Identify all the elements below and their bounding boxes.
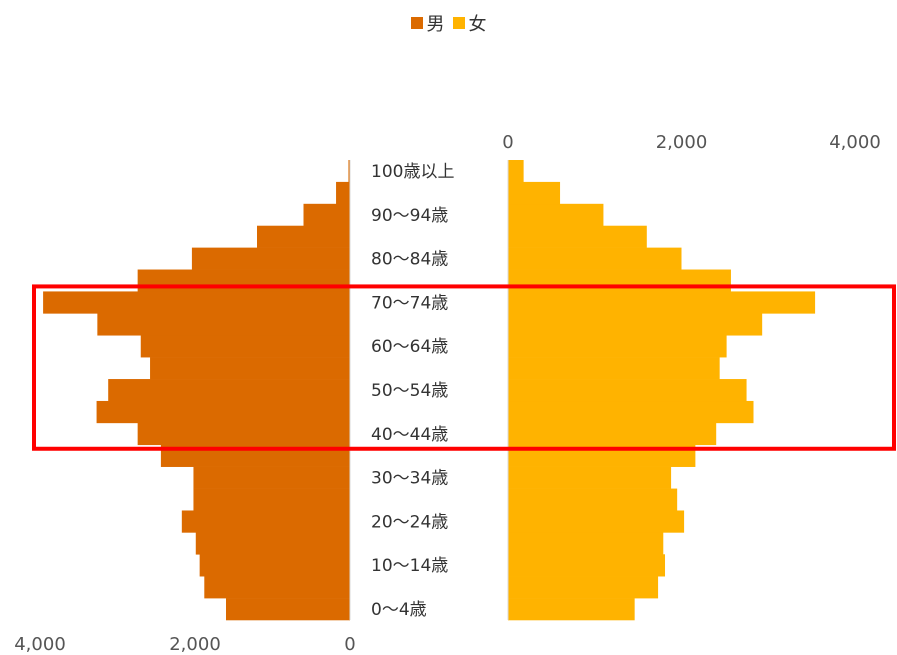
category-label-5: 50〜54歳 bbox=[371, 381, 448, 401]
bar-female-10 bbox=[508, 379, 747, 402]
bar-female-17 bbox=[508, 225, 647, 248]
bar-female-13 bbox=[508, 313, 763, 336]
bar-female-16 bbox=[508, 247, 682, 270]
bar-female-14 bbox=[508, 291, 816, 314]
male-axis-tick-2: 0 bbox=[344, 634, 355, 655]
bar-male-16 bbox=[191, 247, 350, 270]
legend-male-swatch bbox=[410, 17, 423, 29]
category-label-1: 10〜14歳 bbox=[371, 556, 448, 576]
male-axis-tick-1: 2,000 bbox=[169, 634, 221, 655]
bar-female-6 bbox=[508, 466, 672, 489]
bar-male-17 bbox=[257, 225, 350, 248]
bar-female-2 bbox=[508, 554, 666, 577]
bar-female-5 bbox=[508, 488, 678, 511]
female-axis-tick-0: 0 bbox=[502, 132, 513, 153]
bar-male-2 bbox=[199, 554, 350, 577]
bar-male-8 bbox=[137, 422, 350, 446]
bar-male-5 bbox=[193, 488, 350, 511]
bar-male-11 bbox=[150, 357, 350, 380]
female-axis-tick-1: 2,000 bbox=[656, 132, 708, 153]
bar-male-6 bbox=[193, 466, 350, 489]
legend-female-swatch bbox=[452, 17, 465, 29]
legend-male-label: 男 bbox=[426, 14, 445, 35]
legend-male: 男 bbox=[410, 10, 445, 36]
bar-male-4 bbox=[181, 510, 350, 533]
bar-female-1 bbox=[508, 576, 659, 599]
bar-female-8 bbox=[508, 422, 717, 446]
bar-male-18 bbox=[303, 203, 350, 227]
bar-male-0 bbox=[226, 598, 350, 621]
bar-male-12 bbox=[140, 335, 350, 358]
category-label-3: 30〜34歳 bbox=[371, 469, 448, 489]
category-label-2: 20〜24歳 bbox=[371, 512, 448, 532]
bar-male-1 bbox=[204, 576, 350, 599]
highlight-range-box bbox=[32, 284, 896, 451]
bar-female-18 bbox=[508, 203, 604, 227]
category-label-8: 80〜84歳 bbox=[371, 250, 448, 270]
bar-female-20 bbox=[508, 160, 524, 183]
female-axis-tick-2: 4,000 bbox=[829, 132, 881, 153]
male-axis-tick-0: 4,000 bbox=[14, 634, 66, 655]
category-label-7: 70〜74歳 bbox=[371, 293, 448, 313]
bar-male-19 bbox=[336, 181, 350, 205]
bar-female-19 bbox=[508, 181, 561, 205]
bar-male-20 bbox=[348, 160, 350, 183]
category-label-9: 90〜94歳 bbox=[371, 206, 448, 226]
category-label-10: 100歳以上 bbox=[371, 162, 454, 182]
bar-female-12 bbox=[508, 335, 727, 358]
bar-male-9 bbox=[96, 400, 350, 424]
bar-male-3 bbox=[195, 532, 350, 555]
bar-male-13 bbox=[97, 313, 350, 336]
bar-female-3 bbox=[508, 532, 664, 555]
category-label-0: 0〜4歳 bbox=[371, 600, 427, 620]
legend: 男 女 bbox=[0, 10, 897, 36]
bar-male-14 bbox=[43, 291, 350, 314]
bar-female-9 bbox=[508, 400, 754, 424]
legend-female-label: 女 bbox=[468, 14, 487, 35]
bar-male-10 bbox=[108, 379, 350, 402]
category-label-4: 40〜44歳 bbox=[371, 425, 448, 445]
category-label-6: 60〜64歳 bbox=[371, 337, 448, 357]
bar-female-11 bbox=[508, 357, 720, 380]
legend-female: 女 bbox=[452, 10, 487, 36]
bar-female-0 bbox=[508, 598, 635, 621]
bar-female-4 bbox=[508, 510, 685, 533]
